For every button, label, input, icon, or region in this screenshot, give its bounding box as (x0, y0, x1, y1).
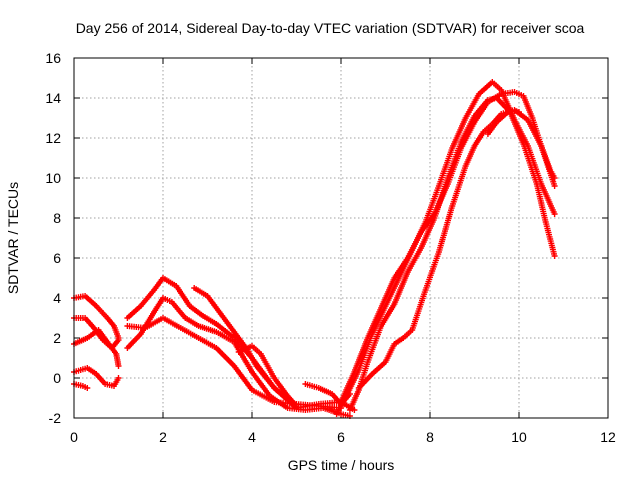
data-point-markers (346, 95, 558, 413)
x-tick-label: 4 (248, 429, 256, 445)
series-trace-7 (124, 295, 353, 419)
y-tick-label: 0 (53, 370, 61, 386)
y-tick-label: 6 (53, 250, 61, 266)
series-trace-14 (346, 95, 558, 413)
series-trace-3 (71, 327, 122, 369)
y-tick-label: 2 (53, 330, 61, 346)
y-tick-label: 14 (45, 90, 61, 106)
x-tick-label: 2 (159, 429, 167, 445)
y-axis-label: SDTVAR / TECUs (5, 182, 21, 294)
x-tick-label: 0 (70, 429, 78, 445)
y-tick-label: 8 (53, 210, 61, 226)
x-axis-label: GPS time / hours (288, 457, 395, 473)
axis-ticks: 0 2 4 6 8 10 12 -2 0 2 4 6 8 10 12 14 16 (45, 50, 616, 445)
plot-area (71, 79, 558, 419)
series-trace-8 (124, 315, 344, 411)
data-point-markers (191, 285, 296, 405)
y-tick-label: 12 (45, 130, 61, 146)
y-tick-label: 16 (45, 50, 61, 66)
data-point-markers (124, 315, 344, 411)
x-tick-label: 10 (511, 429, 527, 445)
data-point-markers (235, 343, 300, 409)
x-tick-label: 8 (426, 429, 434, 445)
series-trace-10 (235, 343, 300, 409)
x-tick-label: 12 (600, 429, 616, 445)
data-point-markers (124, 295, 353, 419)
plot-frame (73, 57, 609, 419)
y-tick-label: -2 (49, 410, 62, 426)
series-trace-9 (191, 285, 296, 405)
grid-lines (74, 58, 608, 418)
y-tick-label: 10 (45, 170, 61, 186)
data-point-markers (71, 327, 122, 369)
series-trace-16 (484, 107, 522, 137)
y-tick-label: 4 (53, 290, 61, 306)
x-tick-label: 6 (337, 429, 345, 445)
chart-title: Day 256 of 2014, Sidereal Day-to-day VTE… (76, 20, 585, 36)
data-point-markers (484, 107, 522, 137)
